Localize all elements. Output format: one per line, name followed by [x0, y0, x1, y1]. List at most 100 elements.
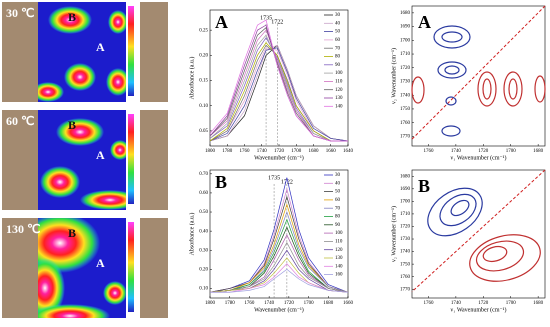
sample-image: [2, 2, 38, 102]
y-tick-label: 0.20: [199, 267, 208, 272]
y-tick-label: 0.25: [199, 28, 208, 33]
annotation-label: 1735: [260, 15, 272, 21]
y-axis-label: Absorbance (a.u.): [188, 213, 195, 256]
y-tick-label: 1750: [400, 107, 411, 112]
y-tick-label: 1680: [400, 11, 411, 16]
x-tick-label: 1740: [257, 149, 268, 154]
sample-image: [140, 2, 168, 102]
x-tick-label: 1720: [478, 149, 489, 154]
legend-label: 90: [335, 223, 341, 228]
y-tick-label: 1690: [400, 187, 411, 192]
series-line: [209, 195, 349, 293]
legend-label: 110: [335, 240, 343, 245]
x-tick-label: 1760: [423, 301, 434, 306]
legend-label: 80: [335, 55, 341, 60]
heatmap-panel: 30 ℃ B A: [2, 2, 168, 102]
series-line: [209, 44, 349, 142]
color-bar: [128, 222, 134, 312]
x-axis-label: ν₁ Wavenumber (cm⁻¹): [451, 306, 507, 313]
heat-blob: [40, 166, 80, 198]
heatmap-blobs: [40, 118, 126, 210]
y-tick-label: 1730: [400, 237, 411, 242]
y-tick-label: 0.05: [199, 129, 208, 134]
y-tick-label: 0.50: [199, 210, 208, 215]
legend-label: 50: [335, 190, 341, 195]
legend-label: 70: [335, 206, 341, 211]
x-tick-label: 1740: [264, 301, 275, 306]
y-tick-label: 1730: [400, 80, 411, 85]
x-tick-label: 1660: [326, 149, 337, 154]
legend-label: 60: [335, 38, 341, 43]
region-label: B: [68, 10, 76, 24]
y-tick-label: 1740: [400, 250, 411, 255]
x-tick-label: 1720: [284, 301, 295, 306]
legend-label: 110: [335, 80, 343, 85]
legend-label: 140: [335, 264, 343, 269]
legend-label: 160: [335, 273, 343, 278]
x-tick-label: 1720: [478, 301, 489, 306]
y-tick-label: 0.30: [199, 248, 208, 253]
heat-blob: [106, 68, 126, 96]
x-tick-label: 1800: [205, 301, 216, 306]
y-tick-label: 1710: [400, 212, 411, 217]
y-tick-label: 1770: [400, 287, 411, 292]
y-tick-label: 0.40: [199, 229, 208, 234]
heat-blob: [64, 63, 96, 91]
x-tick-label: 1780: [222, 149, 233, 154]
legend-label: 30: [335, 13, 341, 18]
heat-blob: [108, 10, 126, 34]
legend-label: 130: [335, 96, 343, 101]
legend-label: 70: [335, 46, 341, 51]
legend-label: 40: [335, 21, 341, 26]
x-tick-label: 1700: [291, 149, 302, 154]
legend-label: 130: [335, 256, 343, 261]
x-axis-label: Wavenumber (cm⁻¹): [254, 306, 304, 313]
y-tick-label: 0.70: [199, 172, 208, 177]
x-tick-label: 1680: [323, 301, 334, 306]
series-line: [209, 203, 349, 293]
series-line: [209, 47, 349, 142]
x-tick-label: 1680: [309, 149, 320, 154]
annotation-label: 1722: [271, 19, 283, 25]
x-tick-label: 1700: [506, 149, 517, 154]
y-tick-label: 1770: [400, 135, 411, 140]
series-line: [209, 19, 348, 142]
heatmap-blobs: [38, 6, 126, 102]
heat-blob: [80, 190, 126, 210]
series-line: [209, 226, 349, 293]
legend-label: 80: [335, 215, 341, 220]
temperature-label: 30 ℃: [6, 6, 34, 20]
color-bar: [128, 114, 134, 204]
x-axis-label: ν₁ Wavenumber (cm⁻¹): [451, 154, 507, 161]
x-tick-label: 1660: [343, 301, 354, 306]
heat-blob: [103, 281, 126, 305]
legend-label: 100: [335, 231, 343, 236]
y-tick-label: 0.15: [199, 79, 208, 84]
y-tick-label: 1700: [400, 200, 411, 205]
x-tick-label: 1720: [274, 149, 285, 154]
region-label: A: [96, 256, 105, 270]
annotation-label: 1722: [281, 179, 293, 185]
legend-label: 120: [335, 88, 343, 93]
plot-frame: [209, 169, 349, 299]
diagonal: [411, 169, 546, 293]
heat-blob: [38, 304, 110, 318]
diagonal: [411, 5, 546, 140]
legend-label: 50: [335, 30, 341, 35]
region-label: A: [96, 148, 105, 162]
x-tick-label: 1680: [533, 301, 544, 306]
x-tick-label: 1680: [533, 149, 544, 154]
legend-label: 100: [335, 71, 343, 76]
temperature-label: 130 ℃: [6, 222, 40, 236]
x-tick-label: 1700: [506, 301, 517, 306]
temperature-label: 60 ℃: [6, 114, 34, 128]
y-tick-label: 1700: [400, 38, 411, 43]
legend-label: 40: [335, 181, 341, 186]
legend-label: 60: [335, 198, 341, 203]
panel-label: B: [215, 172, 227, 192]
heat-blob: [110, 140, 126, 160]
series-line: [209, 241, 349, 293]
series-line: [210, 268, 349, 293]
series-line: [209, 218, 349, 293]
